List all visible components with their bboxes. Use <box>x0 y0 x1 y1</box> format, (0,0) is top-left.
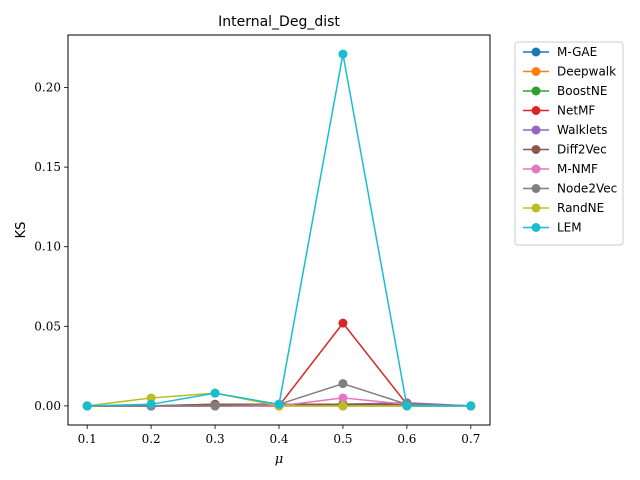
x-tick-label: 0.3 <box>206 432 225 446</box>
legend-item-m-gae: M-GAE <box>523 45 597 59</box>
legend-marker <box>531 47 541 57</box>
y-tick-label: 0.05 <box>34 319 61 333</box>
data-point-lem <box>146 399 156 409</box>
legend-label: Node2Vec <box>557 182 617 196</box>
series-lem <box>82 49 476 411</box>
y-tick-label: 0.15 <box>34 160 61 174</box>
legend-item-deepwalk: Deepwalk <box>523 65 616 79</box>
x-tick-label: 0.2 <box>142 432 161 446</box>
data-point-lem <box>82 401 92 411</box>
legend-marker <box>531 184 541 193</box>
legend: M-GAE Deepwalk BoostNE NetMF Walklets Diff2Ve… <box>514 41 624 246</box>
data-point-m-nmf <box>338 393 348 403</box>
legend-label: RandNE <box>557 201 604 215</box>
legend-label: M-NMF <box>557 162 598 176</box>
x-tick-label: 0.7 <box>461 432 480 446</box>
data-point-netmf <box>338 318 348 328</box>
y-tick-label: 0.20 <box>34 81 61 95</box>
chart-title: Internal_Deg_dist <box>218 14 340 30</box>
legend-marker <box>531 145 541 154</box>
data-point-lem <box>402 401 412 411</box>
legend-label: M-GAE <box>557 45 597 59</box>
legend-marker <box>531 106 541 115</box>
data-point-randne <box>146 393 156 403</box>
plot-frame <box>67 34 491 426</box>
data-point-node2vec <box>338 379 348 389</box>
legend-item-diff2vec: Diff2Vec <box>523 143 607 157</box>
legend-item-walklets: Walklets <box>523 123 607 137</box>
legend-label: Diff2Vec <box>557 143 607 157</box>
x-tick-label: 0.5 <box>333 432 352 446</box>
x-tick-label: 0.6 <box>397 432 416 446</box>
data-point-lem <box>466 401 476 411</box>
x-tick-label: 0.1 <box>78 432 97 446</box>
y-axis-label: KS <box>14 222 29 239</box>
legend-box <box>514 41 624 246</box>
legend-item-lem: LEM <box>523 221 582 235</box>
y-tick-label: 0.10 <box>34 240 61 254</box>
x-tick-label: 0.4 <box>269 432 288 446</box>
legend-label: Deepwalk <box>557 65 616 79</box>
plot-area: 0.1 0.2 0.3 0.4 0.5 0.6 0.7 0.00 0.05 0.10 0.15 0.2… <box>34 34 491 446</box>
legend-marker <box>531 223 541 232</box>
legend-item-boostne: BoostNE <box>523 84 607 98</box>
legend-marker <box>531 125 541 135</box>
legend-item-randne: RandNE <box>523 201 604 215</box>
x-axis-label: μ <box>275 452 283 467</box>
legend-label: BoostNE <box>557 84 607 98</box>
legend-label: LEM <box>557 221 582 235</box>
data-point-lem <box>274 399 284 409</box>
data-point-lem <box>210 388 220 398</box>
legend-marker <box>531 67 541 76</box>
legend-marker <box>531 203 541 213</box>
legend-item-m-nmf: M-NMF <box>523 162 598 176</box>
series-line-lem <box>87 53 471 407</box>
series-netmf <box>82 318 476 411</box>
legend-item-node2vec: Node2Vec <box>523 182 617 196</box>
data-point-lem <box>338 49 348 59</box>
legend-marker <box>531 164 541 174</box>
series-line-netmf <box>87 321 471 407</box>
legend-item-netmf: NetMF <box>523 104 595 118</box>
data-point-node2vec <box>210 401 220 411</box>
legend-marker <box>531 86 541 96</box>
y-tick-label: 0.00 <box>34 399 61 413</box>
legend-label: Walklets <box>557 123 607 137</box>
legend-label: NetMF <box>557 104 595 118</box>
data-point-randne <box>338 401 348 411</box>
